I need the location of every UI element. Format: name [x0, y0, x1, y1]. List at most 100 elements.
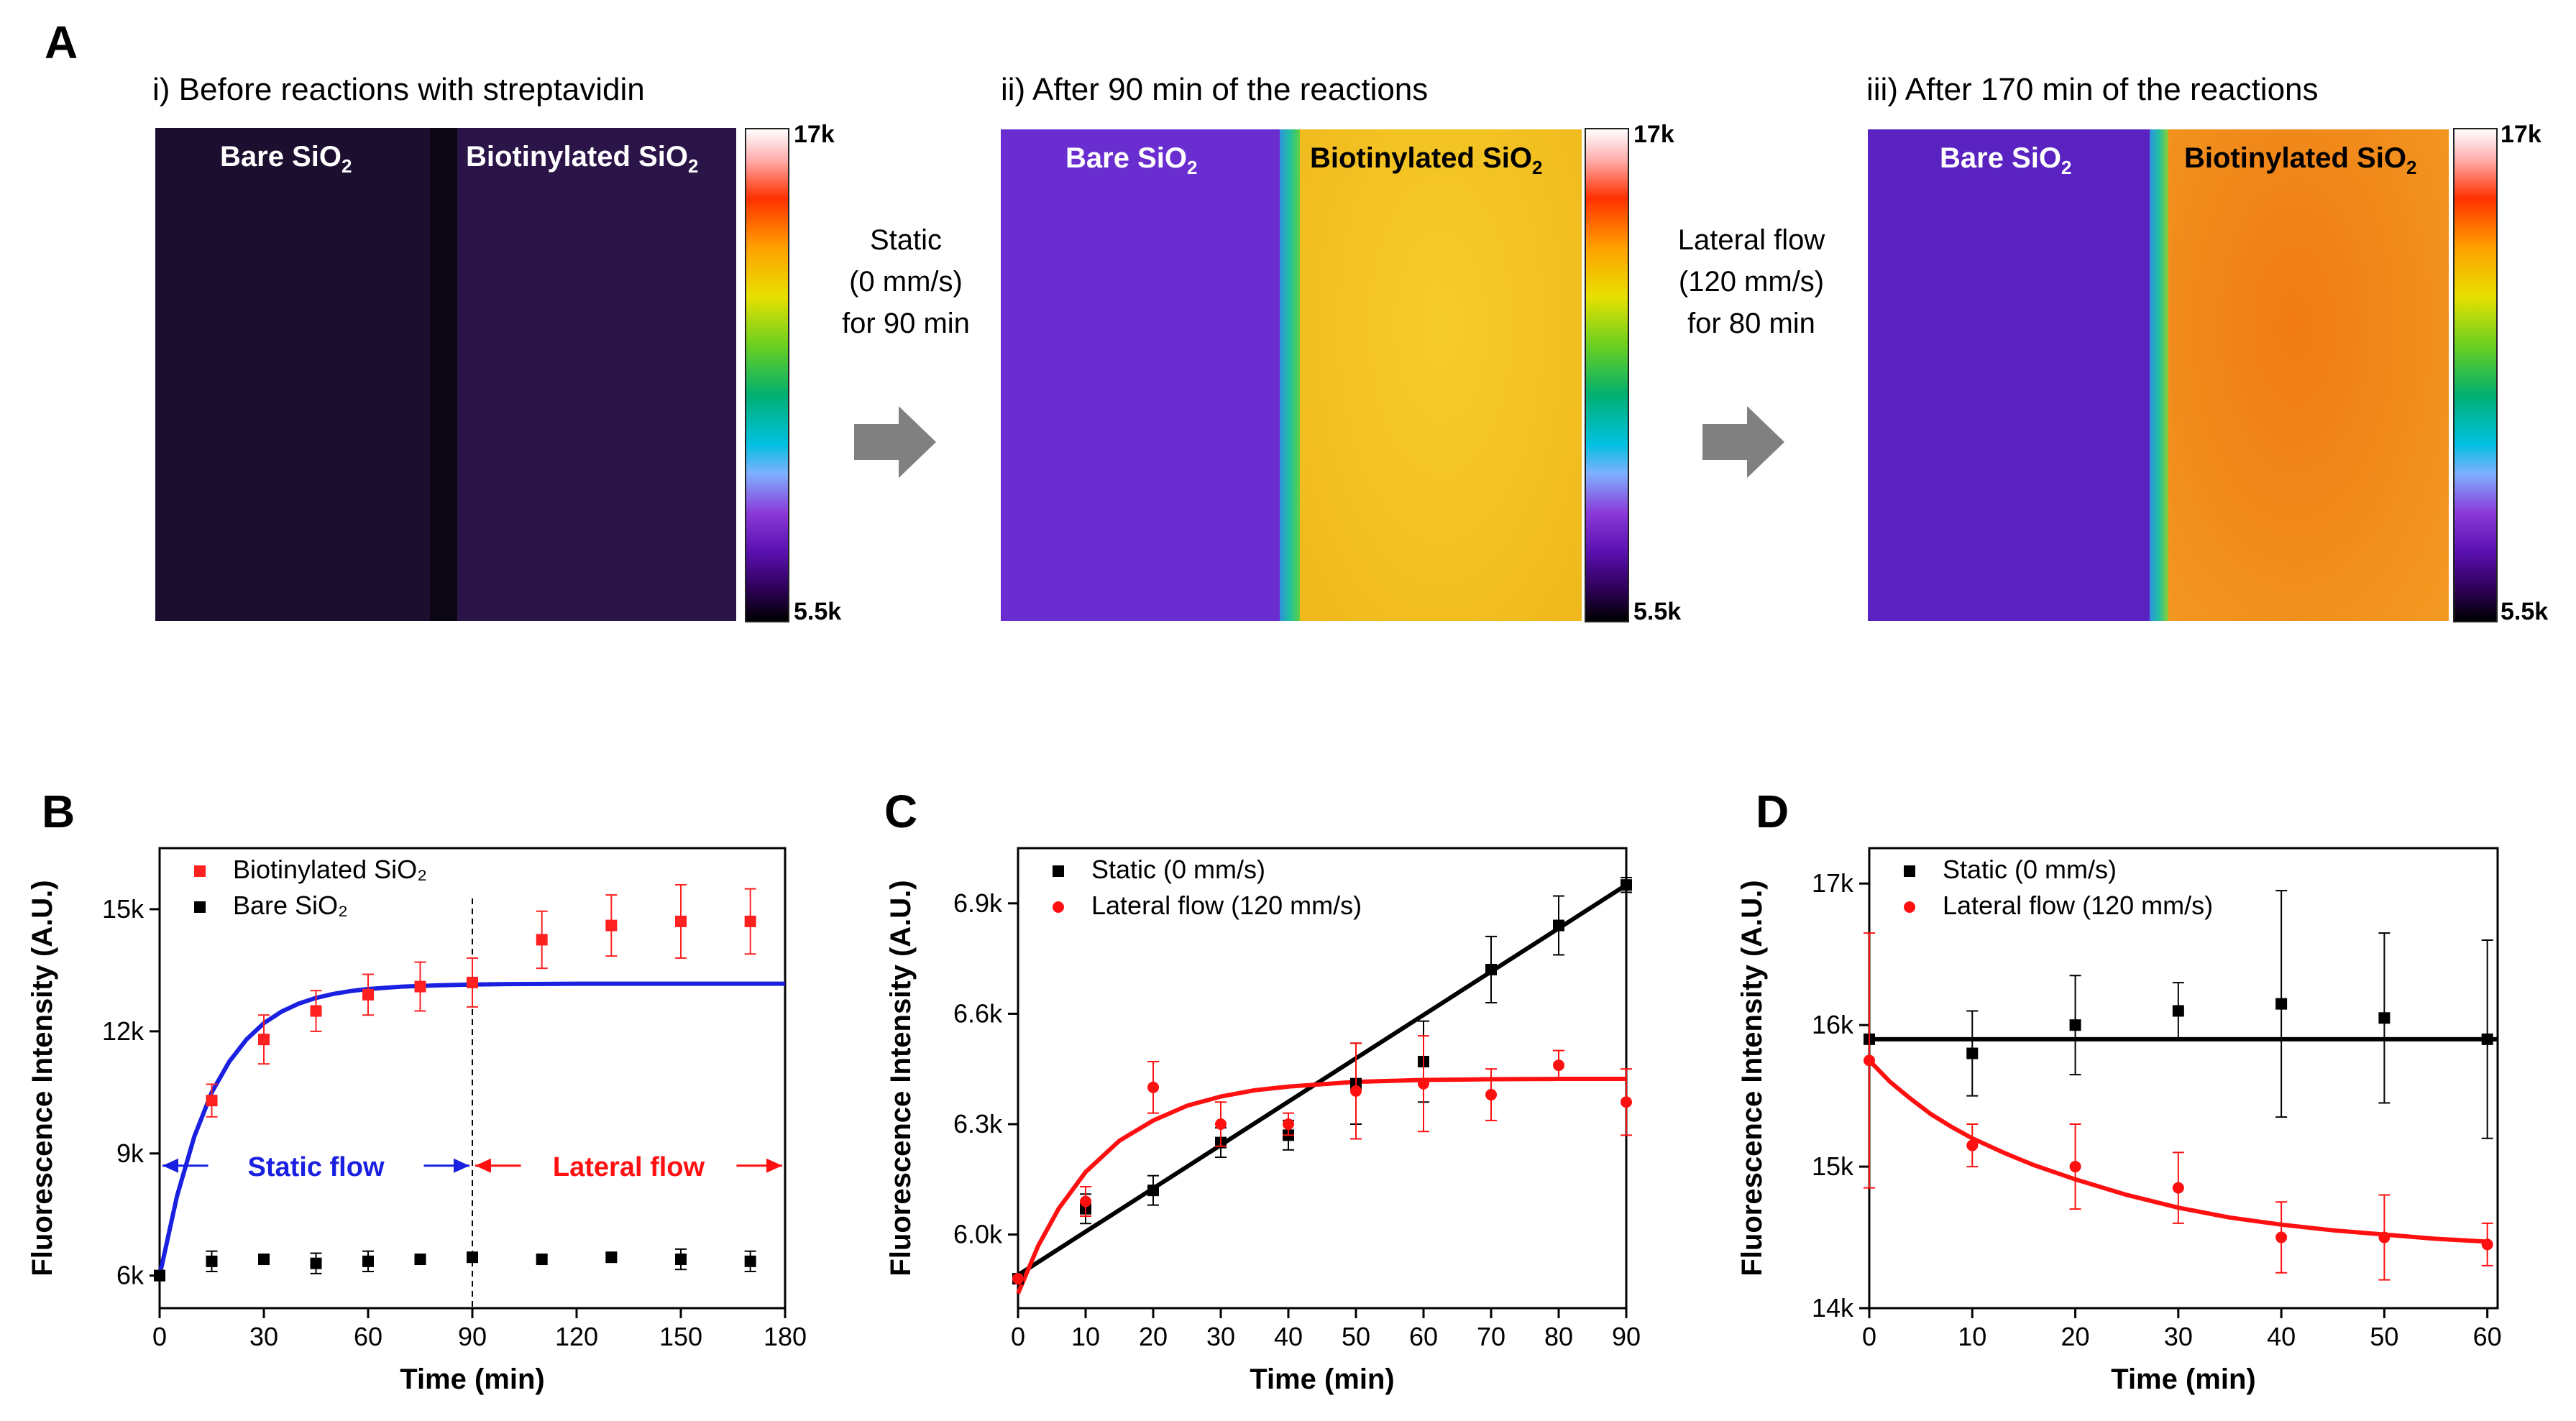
x-tick-label: 90: [458, 1322, 487, 1351]
data-point: [2172, 1182, 2184, 1194]
interface-strip-2: [1280, 129, 1300, 621]
interface-strip-3: [2150, 129, 2168, 621]
bare-label-2: Bare SiO2: [1065, 142, 1198, 178]
arrow-right-icon-1-body: [854, 424, 899, 460]
bare-region-2: [1001, 129, 1280, 621]
x-tick-label: 0: [152, 1322, 167, 1351]
data-point: [1864, 1054, 1875, 1067]
transition-2-line3: for 80 min: [1687, 308, 1815, 339]
data-point: [1283, 1118, 1294, 1130]
data-point: [206, 1095, 218, 1107]
y-tick-label: 15k: [1812, 1151, 1854, 1181]
colorbar-3-min: 5.5k: [2501, 598, 2549, 625]
colorbar-1-min: 5.5k: [794, 598, 842, 625]
legend-marker: [194, 865, 206, 877]
x-tick-label: 20: [1139, 1322, 1168, 1351]
data-point: [675, 1254, 687, 1266]
x-tick-label: 40: [2267, 1322, 2296, 1351]
image-1-title: i) Before reactions with streptavidin: [152, 72, 645, 107]
colorbar-1-max: 17k: [794, 121, 835, 148]
arrow-right-icon-1: [899, 406, 936, 478]
data-point: [258, 1254, 270, 1266]
data-point: [1418, 1077, 1429, 1090]
data-point: [1553, 919, 1564, 932]
data-point: [1147, 1081, 1159, 1093]
y-tick-label: 14k: [1812, 1293, 1854, 1323]
data-point: [310, 1257, 322, 1269]
data-point: [2481, 1033, 2493, 1045]
data-point: [744, 1255, 756, 1267]
legend-label: Static (0 mm/s): [1943, 855, 2117, 884]
colorbar-3: [2453, 128, 2498, 622]
image-3-title: iii) After 170 min of the reactions: [1866, 72, 2319, 107]
x-axis-label: Time (min): [1250, 1363, 1395, 1395]
x-tick-label: 20: [2061, 1322, 2090, 1351]
data-point: [1966, 1047, 1979, 1059]
biotinylated-region-3: [2168, 129, 2449, 621]
transition-1-line3: for 90 min: [842, 308, 970, 339]
legend-label: Lateral flow (120 mm/s): [1091, 891, 1362, 920]
data-point: [467, 976, 478, 988]
arrow-right-icon: [766, 1158, 782, 1173]
legend-label: Lateral flow (120 mm/s): [1943, 891, 2213, 920]
annotation-label: Lateral flow: [553, 1152, 705, 1182]
data-point: [1621, 879, 1632, 891]
biotinylated-label-1: Biotinylated SiO2: [466, 141, 699, 177]
data-point: [1553, 1059, 1564, 1072]
transition-1-text: Static (0 mm/s) for 90 min: [827, 219, 985, 344]
x-tick-label: 30: [249, 1322, 278, 1351]
bare-label-1: Bare SiO2: [220, 141, 352, 177]
bare-label-3: Bare SiO2: [1940, 142, 2072, 178]
x-tick-label: 150: [659, 1322, 702, 1351]
legend-marker: [1053, 901, 1064, 913]
data-point: [2172, 1005, 2184, 1017]
chart-d: 0 10 20 30 40 50 60 14k 15k 16k 17k Time (min) Fluor…: [1736, 847, 2502, 1395]
x-tick-label: 60: [1409, 1322, 1438, 1351]
y-tick-label: 12k: [102, 1016, 145, 1046]
biotinylated-region-1: [457, 128, 736, 621]
annotation-backdrop: [521, 1145, 737, 1185]
fluorescence-image-3: Bare SiO2 Biotinylated SiO2: [1868, 129, 2449, 621]
y-tick-label: 6.9k: [953, 888, 1003, 918]
panel-a-letter: A: [45, 17, 78, 68]
data-point: [2069, 1019, 2081, 1031]
data-point: [2069, 1161, 2081, 1173]
x-tick-label: 10: [1071, 1322, 1100, 1351]
y-tick-label: 6.3k: [953, 1109, 1003, 1139]
data-point: [310, 1005, 322, 1017]
y-tick-label: 17k: [1812, 868, 1854, 898]
legend-label: Static (0 mm/s): [1091, 855, 1265, 884]
data-point: [1080, 1195, 1091, 1208]
panel-b-letter: B: [42, 786, 75, 837]
colorbar-1: [745, 128, 789, 622]
y-axis-label: Fluorescence Intensity (A.U.): [27, 880, 58, 1276]
arrow-right-icon-2-body: [1702, 424, 1747, 460]
y-tick-label: 6.6k: [953, 998, 1003, 1028]
data-point: [206, 1255, 218, 1267]
transition-1-line2: (0 mm/s): [849, 266, 963, 298]
data-point: [605, 1251, 618, 1264]
legend-label: Bare SiO₂: [233, 891, 348, 920]
data-point: [1012, 1273, 1024, 1285]
data-point: [2378, 1012, 2391, 1024]
transition-1-line1: Static: [869, 224, 943, 256]
data-point: [536, 934, 548, 946]
x-tick-label: 40: [1274, 1322, 1303, 1351]
data-point: [1350, 1085, 1362, 1097]
biotinylated-label-2: Biotinylated SiO2: [1310, 142, 1543, 178]
x-tick-label: 70: [1477, 1322, 1505, 1351]
chart-b: 0 30 60 90 120 150 180 6k 9k 12k 15k Time (min) Fluo…: [27, 847, 807, 1395]
bare-region-3: [1868, 129, 2150, 621]
data-point: [467, 1251, 478, 1264]
x-tick-label: 60: [354, 1322, 382, 1351]
data-point: [1966, 1139, 1979, 1151]
x-tick-label: 50: [2370, 1322, 2398, 1351]
colorbar-2-min: 5.5k: [1633, 598, 1682, 625]
annotation-backdrop: [208, 1145, 424, 1185]
data-point: [2481, 1238, 2493, 1251]
panel-c-letter: C: [884, 786, 918, 837]
x-tick-label: 120: [555, 1322, 598, 1351]
x-tick-label: 180: [764, 1322, 807, 1351]
fluorescence-image-2: Bare SiO2 Biotinylated SiO2: [1001, 129, 1582, 621]
data-point: [1485, 963, 1497, 975]
